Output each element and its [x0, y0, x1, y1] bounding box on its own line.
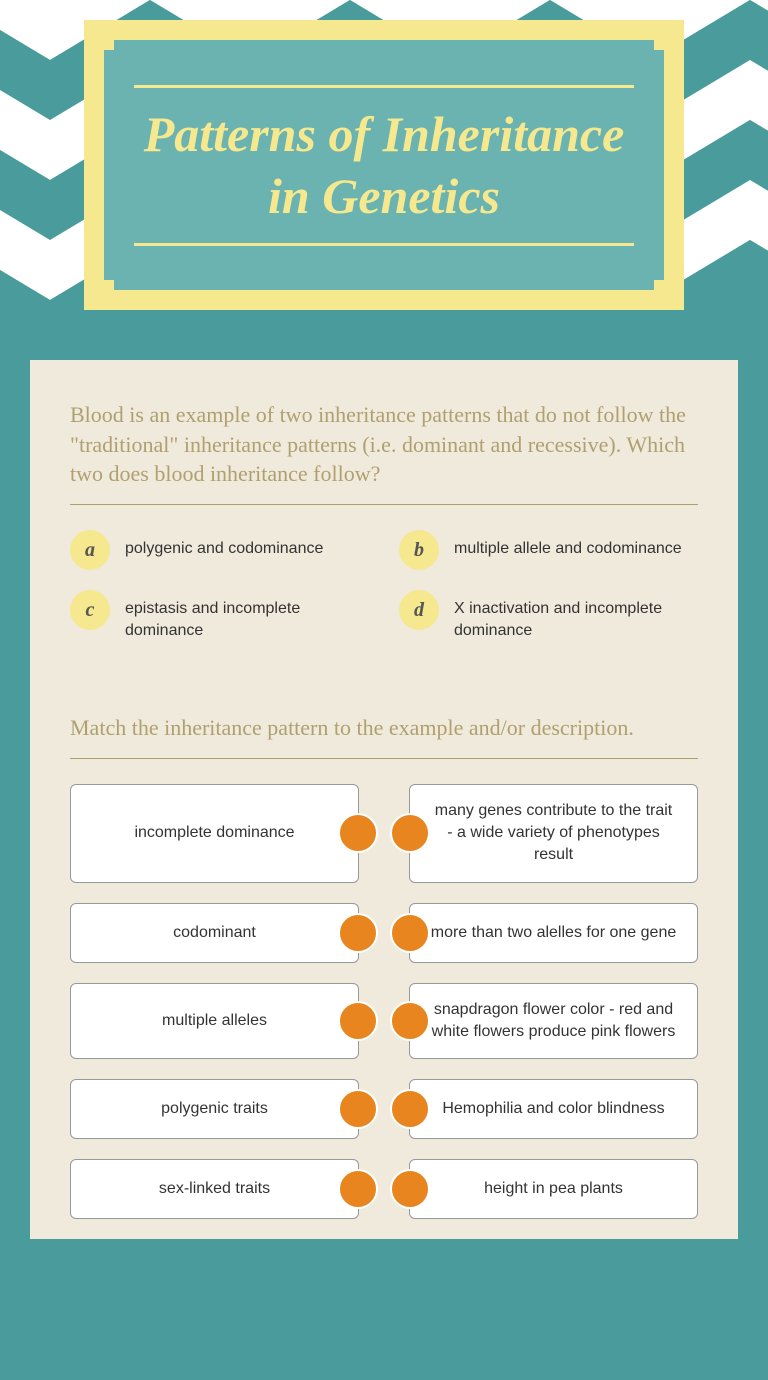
match-left-item[interactable]: codominant [70, 903, 359, 963]
drag-dot-icon[interactable] [338, 813, 378, 853]
option-badge: a [70, 530, 110, 570]
match-left-item[interactable]: polygenic traits [70, 1079, 359, 1139]
drag-dot-icon[interactable] [338, 1001, 378, 1041]
drag-dot-icon[interactable] [390, 913, 430, 953]
title-card: Patterns of Inheritance in Genetics [84, 20, 684, 310]
match-right-item[interactable]: more than two alelles for one gene [409, 903, 698, 963]
option-d[interactable]: d X inactivation and incomplete dominanc… [399, 590, 698, 643]
drag-dot-icon[interactable] [390, 813, 430, 853]
match-grid: incomplete dominance many genes contribu… [70, 784, 698, 1220]
drag-dot-icon[interactable] [390, 1169, 430, 1209]
question-1-options: a polygenic and codominance b multiple a… [70, 530, 698, 643]
match-right-item[interactable]: many genes contribute to the trait - a w… [409, 784, 698, 883]
option-text: epistasis and incomplete dominance [125, 590, 369, 643]
page-title: Patterns of Inheritance in Genetics [134, 93, 634, 238]
drag-dot-icon[interactable] [390, 1001, 430, 1041]
option-badge: b [399, 530, 439, 570]
drag-dot-icon[interactable] [338, 1169, 378, 1209]
match-left-item[interactable]: incomplete dominance [70, 784, 359, 883]
content-area: Blood is an example of two inheritance p… [30, 360, 738, 1239]
drag-dot-icon[interactable] [338, 913, 378, 953]
option-a[interactable]: a polygenic and codominance [70, 530, 369, 570]
header-background: Patterns of Inheritance in Genetics [0, 0, 768, 360]
option-c[interactable]: c epistasis and incomplete dominance [70, 590, 369, 643]
option-text: polygenic and codominance [125, 530, 323, 560]
option-badge: c [70, 590, 110, 630]
match-right-item[interactable]: snapdragon flower color - red and white … [409, 983, 698, 1060]
option-text: multiple allele and codominance [454, 530, 682, 560]
drag-dot-icon[interactable] [390, 1089, 430, 1129]
match-left-item[interactable]: sex-linked traits [70, 1159, 359, 1219]
option-b[interactable]: b multiple allele and codominance [399, 530, 698, 570]
question-2-text: Match the inheritance pattern to the exa… [70, 713, 698, 743]
match-right-item[interactable]: height in pea plants [409, 1159, 698, 1219]
drag-dot-icon[interactable] [338, 1089, 378, 1129]
match-right-item[interactable]: Hemophilia and color blindness [409, 1079, 698, 1139]
option-badge: d [399, 590, 439, 630]
match-left-item[interactable]: multiple alleles [70, 983, 359, 1060]
option-text: X inactivation and incomplete dominance [454, 590, 698, 643]
question-1-text: Blood is an example of two inheritance p… [70, 400, 698, 489]
